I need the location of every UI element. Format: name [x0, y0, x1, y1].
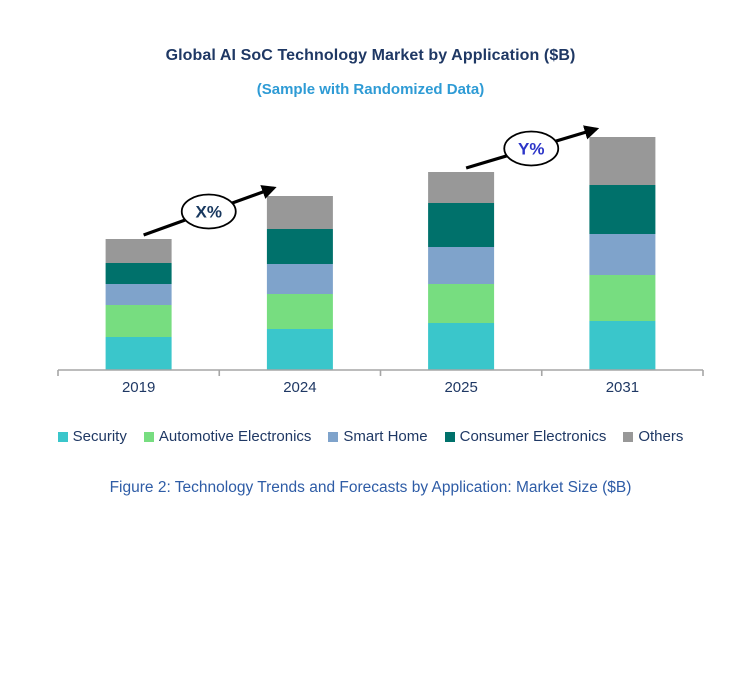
bar-segment-security-2025 [428, 323, 495, 370]
legend-swatch-icon [143, 431, 154, 442]
bar-segment-consumer-electronics-2019 [105, 263, 172, 284]
growth-annotation-bubble-1 [180, 193, 237, 230]
figure-caption: Figure 2: Technology Trends and Forecast… [109, 479, 632, 496]
bar-segment-consumer-electronics-2025 [428, 203, 495, 247]
legend-swatch-icon [57, 431, 68, 442]
stacked-bar-chart: 2019 2024 2025 2031 X% Y% [57, 125, 704, 396]
bar-segment-smart-home-2025 [428, 247, 495, 284]
legend-item-security: Security [57, 428, 127, 445]
legend-label: Security [72, 428, 127, 445]
bar-segment-consumer-electronics-2031 [589, 185, 656, 234]
legend-swatch-icon [444, 431, 455, 442]
legend-swatch-icon [623, 431, 634, 442]
bar-segment-security-2031 [589, 321, 656, 370]
bar-segment-others-2031 [589, 137, 656, 185]
bar-segment-automotive-electronics-2024 [266, 294, 333, 329]
legend-label: Consumer Electronics [459, 428, 607, 445]
bar-segment-smart-home-2019 [105, 284, 172, 305]
bar-segment-automotive-electronics-2025 [428, 284, 495, 323]
bar-segment-consumer-electronics-2024 [266, 229, 333, 264]
legend-label: Smart Home [343, 428, 428, 445]
legend-item-smart-home: Smart Home [328, 428, 428, 445]
x-axis-label-2024: 2024 [283, 379, 316, 396]
x-axis-label-2031: 2031 [606, 379, 639, 396]
bar-segment-security-2019 [105, 337, 172, 370]
x-axis-label-2019: 2019 [122, 379, 155, 396]
legend-item-automotive-electronics: Automotive Electronics [143, 428, 312, 445]
growth-annotation-label-2: Y% [518, 140, 544, 159]
growth-annotation-label-1: X% [196, 203, 222, 222]
legend-item-consumer-electronics: Consumer Electronics [444, 428, 607, 445]
bar-segment-smart-home-2031 [589, 234, 656, 275]
legend-label: Automotive Electronics [158, 428, 312, 445]
chart-legend: Security Automotive Electronics Smart Home… [0, 428, 741, 445]
chart-title: Global AI SoC Technology Market by Appli… [165, 47, 576, 64]
bar-segment-others-2019 [105, 239, 172, 263]
legend-label: Others [638, 428, 684, 445]
bar-segment-others-2024 [266, 196, 333, 229]
growth-annotation-bubble-2 [503, 130, 560, 167]
bar-segment-security-2024 [266, 329, 333, 370]
chart-subtitle: (Sample with Randomized Data) [256, 81, 485, 98]
bar-segment-smart-home-2024 [266, 264, 333, 294]
bar-segment-automotive-electronics-2019 [105, 305, 172, 337]
bar-segment-automotive-electronics-2031 [589, 275, 656, 321]
legend-item-others: Others [623, 428, 683, 445]
bar-segment-others-2025 [428, 172, 495, 203]
legend-swatch-icon [328, 431, 339, 442]
x-axis-label-2025: 2025 [444, 379, 477, 396]
